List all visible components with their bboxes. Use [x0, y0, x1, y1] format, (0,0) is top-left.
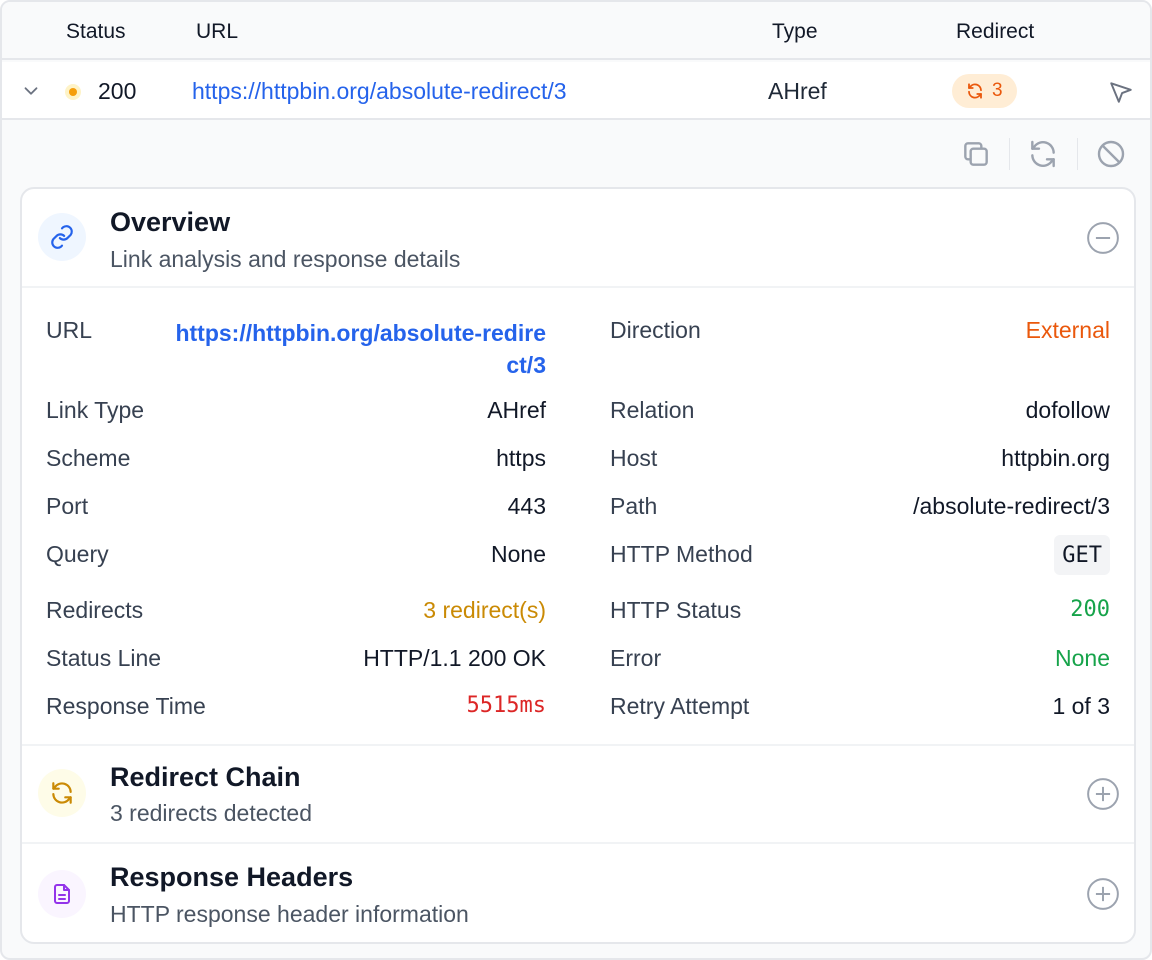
redirects-label: Redirects [46, 597, 144, 623]
path-label: Path [610, 493, 658, 519]
column-header-status[interactable]: Status [66, 20, 126, 43]
redirect-chain-title: Redirect Chain [110, 762, 301, 792]
scheme-value: https [496, 445, 546, 471]
relation-value: dofollow [1025, 397, 1110, 423]
response-headers-header[interactable]: Response Headers HTTP response header in… [22, 846, 1134, 942]
query-value: None [491, 541, 546, 567]
scheme-label: Scheme [46, 445, 131, 471]
section-divider [22, 842, 1134, 844]
response-time-value: 5515ms [466, 693, 546, 718]
document-icon [38, 870, 86, 918]
url-link[interactable]: https://httpbin.org/absolute-redirect/3 [192, 78, 567, 104]
link-type-value: AHref [487, 397, 546, 423]
plus-circle-icon[interactable] [1086, 877, 1120, 911]
status-code: 200 [98, 78, 137, 104]
host-value: httpbin.org [1001, 445, 1110, 471]
port-label: Port [46, 493, 89, 519]
url-value-line-2: ct/3 [506, 352, 546, 378]
column-header-redirect[interactable]: Redirect [956, 20, 1035, 43]
column-header-url[interactable]: URL [196, 20, 239, 43]
column-header-type[interactable]: Type [772, 20, 818, 43]
section-divider [22, 286, 1134, 288]
toolbar-divider [1009, 138, 1010, 170]
redirect-badge[interactable]: 3 [952, 74, 1017, 108]
overview-subtitle: Link analysis and response details [110, 246, 461, 272]
status-line-value: HTTP/1.1 200 OK [363, 645, 546, 671]
query-label: Query [46, 541, 109, 567]
link-type-label: Link Type [46, 397, 145, 423]
toolbar-divider [1077, 138, 1078, 170]
copy-icon[interactable] [960, 138, 992, 170]
block-icon[interactable] [1095, 138, 1127, 170]
refresh-icon [968, 83, 982, 99]
relation-label: Relation [610, 397, 695, 423]
response-headers-title: Response Headers [110, 862, 354, 892]
host-label: Host [610, 445, 658, 471]
http-method-label: HTTP Method [610, 541, 753, 567]
status-line-label: Status Line [46, 645, 162, 671]
overview-header[interactable]: Overview Link analysis and response deta… [22, 189, 1134, 287]
direction-value: External [1025, 317, 1110, 343]
response-time-label: Response Time [46, 693, 206, 719]
retry-attempt-value: 1 of 3 [1052, 693, 1110, 719]
redirect-chain-header[interactable]: Redirect Chain 3 redirects detected [22, 746, 1134, 842]
url-label: URL [46, 317, 93, 343]
url-value-line-1: https://httpbin.org/absolute-redire [175, 320, 546, 346]
plus-circle-icon[interactable] [1086, 777, 1120, 811]
table-header: Status URL Type Redirect [2, 2, 1150, 60]
url-value[interactable]: https://httpbin.org/absolute-redire ct/3 [175, 317, 546, 381]
link-type: AHref [768, 78, 827, 104]
link-icon [38, 213, 86, 261]
path-value: /absolute-redirect/3 [913, 493, 1110, 519]
http-status-label: HTTP Status [610, 597, 742, 623]
refresh-icon [38, 769, 86, 817]
http-method-badge: GET [1054, 535, 1110, 575]
chevron-down-icon[interactable] [20, 80, 42, 102]
redirect-chain-subtitle: 3 redirects detected [110, 800, 313, 826]
table-row[interactable]: 200 https://httpbin.org/absolute-redirec… [2, 62, 1150, 120]
minus-circle-icon[interactable] [1086, 221, 1120, 255]
redirect-count: 3 [992, 80, 1003, 101]
details-card: Overview Link analysis and response deta… [20, 187, 1136, 944]
error-label: Error [610, 645, 662, 671]
refresh-icon[interactable] [1027, 138, 1059, 170]
http-status-value: 200 [1070, 597, 1110, 622]
response-headers-subtitle: HTTP response header information [110, 901, 469, 927]
error-value: None [1055, 645, 1110, 671]
status-dot-icon [65, 84, 81, 100]
section-divider [22, 744, 1134, 746]
overview-title: Overview [110, 207, 231, 237]
retry-attempt-label: Retry Attempt [610, 693, 750, 719]
port-value: 443 [507, 493, 546, 519]
send-icon[interactable] [1108, 79, 1134, 105]
redirects-value: 3 redirect(s) [423, 597, 546, 623]
direction-label: Direction [610, 317, 701, 343]
